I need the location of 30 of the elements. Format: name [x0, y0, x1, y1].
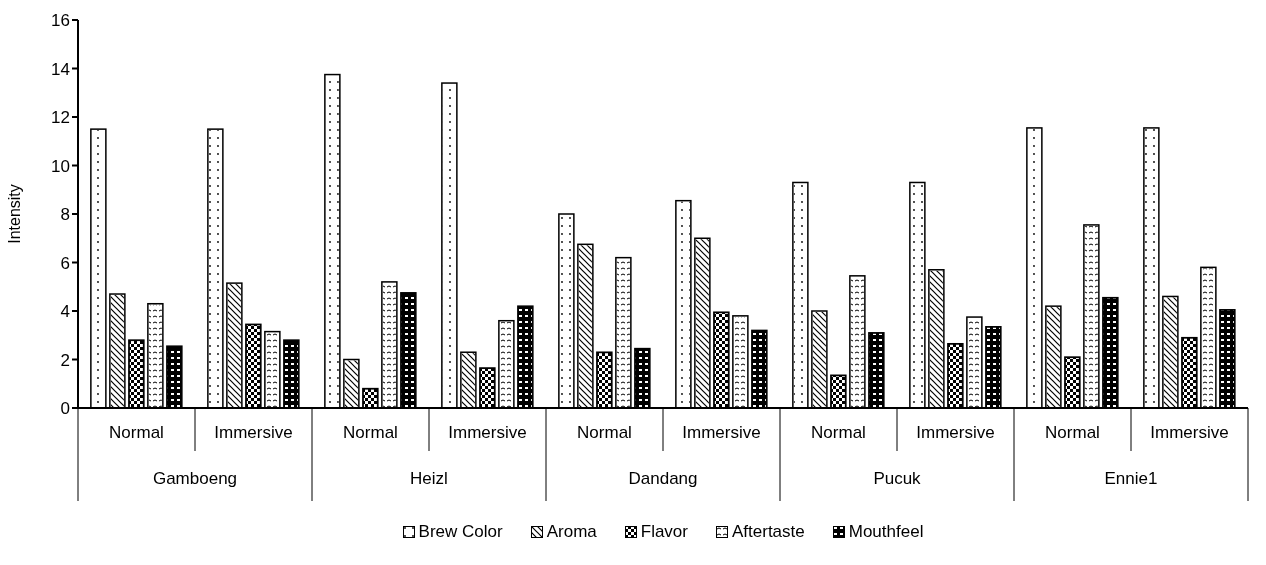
y-tick-label: 10	[51, 156, 70, 176]
y-tick-label: 16	[51, 11, 70, 31]
x-tick-label: Normal	[1045, 423, 1100, 442]
text: Dandang	[628, 469, 698, 488]
x-tick-label: Normal	[811, 423, 866, 442]
x-tick-label: Normal	[109, 423, 164, 442]
legend-label: Aftertaste	[731, 522, 805, 542]
y-axis-title: Intensity	[5, 184, 23, 244]
x-tick-label: Immersive	[448, 423, 527, 442]
text: Gamboeng	[152, 469, 238, 488]
y-tick-label: 6	[60, 253, 70, 273]
text: Pucuk	[873, 469, 922, 488]
y-tick-label: 12	[51, 108, 70, 128]
legend-label: Mouthfeel	[847, 522, 924, 542]
x-tick-label: Normal	[343, 423, 398, 442]
x-tick-label: Immersive	[1150, 423, 1229, 442]
text: Heizl	[410, 469, 448, 488]
x-tick-label: Immersive	[682, 423, 761, 442]
x-tick-label: Normal	[577, 423, 632, 442]
x-tick-label: Immersive	[916, 423, 995, 442]
legend-label: Brew Color	[417, 522, 503, 542]
y-tick-label: 2	[60, 350, 70, 370]
text: Ennie1	[1104, 469, 1158, 488]
legend-label: Aroma	[545, 522, 597, 542]
x-tick-label: Immersive	[214, 423, 293, 442]
y-tick-label: 8	[60, 205, 70, 225]
legend-label: Flavor	[639, 522, 688, 542]
y-tick-label: 14	[51, 59, 70, 79]
y-tick-label: 4	[60, 302, 70, 322]
y-tick-label: 0	[60, 399, 70, 419]
